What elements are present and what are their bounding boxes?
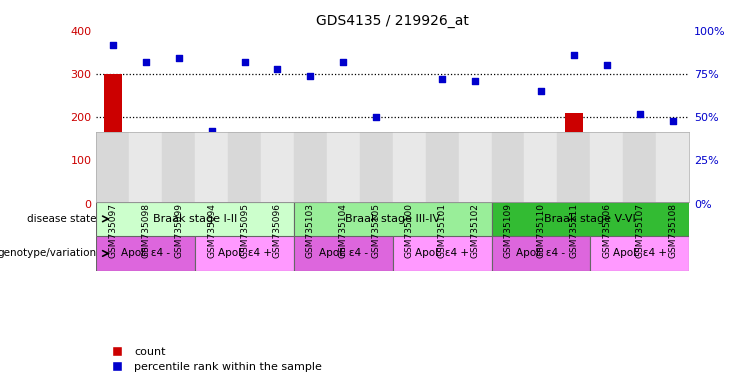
Bar: [565, 113, 583, 204]
Text: disease state: disease state: [27, 214, 96, 224]
Bar: [657, 132, 689, 202]
Bar: [129, 132, 162, 202]
Point: [634, 111, 645, 117]
Legend: count, percentile rank within the sample: count, percentile rank within the sample: [102, 342, 327, 377]
Bar: [491, 236, 591, 271]
Bar: [195, 132, 228, 202]
Bar: [491, 202, 689, 236]
Point: [601, 62, 613, 68]
Text: genotype/variation: genotype/variation: [0, 248, 96, 258]
Bar: [302, 158, 319, 204]
Bar: [499, 195, 517, 204]
Bar: [268, 148, 287, 204]
Point: [469, 78, 481, 84]
Text: ApoE ε4 +: ApoE ε4 +: [415, 248, 469, 258]
Bar: [393, 132, 425, 202]
Bar: [459, 132, 491, 202]
Bar: [104, 74, 122, 204]
Point: [271, 66, 283, 72]
Point: [140, 59, 152, 65]
Text: ApoE ε4 -: ApoE ε4 -: [122, 248, 170, 258]
Bar: [557, 132, 591, 202]
Bar: [202, 189, 221, 204]
Bar: [195, 236, 294, 271]
Bar: [170, 134, 187, 204]
Text: Braak stage III-IV: Braak stage III-IV: [345, 214, 440, 224]
Bar: [368, 177, 385, 204]
Bar: [228, 132, 261, 202]
Text: ApoE ε4 -: ApoE ε4 -: [516, 248, 565, 258]
Bar: [591, 236, 689, 271]
Point: [535, 88, 547, 94]
Point: [337, 59, 349, 65]
Text: ApoE ε4 -: ApoE ε4 -: [319, 248, 368, 258]
Bar: [400, 197, 418, 204]
Bar: [393, 236, 491, 271]
Point: [107, 41, 119, 48]
Text: Braak stage I-II: Braak stage I-II: [153, 214, 237, 224]
Bar: [433, 149, 451, 204]
Bar: [261, 132, 294, 202]
Bar: [466, 161, 484, 204]
Point: [305, 73, 316, 79]
Bar: [136, 134, 155, 204]
Bar: [491, 132, 525, 202]
Bar: [425, 132, 459, 202]
Text: Braak stage V-VI: Braak stage V-VI: [545, 214, 637, 224]
Point: [403, 143, 415, 149]
Bar: [360, 132, 393, 202]
Bar: [623, 132, 657, 202]
Bar: [631, 177, 649, 204]
Point: [206, 128, 218, 134]
Bar: [327, 132, 360, 202]
Bar: [294, 202, 491, 236]
Bar: [334, 137, 353, 204]
Point: [370, 114, 382, 120]
Title: GDS4135 / 219926_at: GDS4135 / 219926_at: [316, 14, 469, 28]
Bar: [96, 236, 195, 271]
Bar: [294, 236, 393, 271]
Text: ApoE ε4 +: ApoE ε4 +: [613, 248, 667, 258]
Bar: [96, 202, 294, 236]
Bar: [664, 175, 682, 204]
Bar: [96, 132, 129, 202]
Bar: [294, 132, 327, 202]
Bar: [236, 139, 253, 204]
Point: [173, 55, 185, 61]
Bar: [532, 157, 550, 204]
Bar: [162, 132, 195, 202]
Point: [239, 59, 250, 65]
Bar: [598, 151, 616, 204]
Bar: [591, 132, 623, 202]
Point: [568, 52, 579, 58]
Point: [502, 152, 514, 158]
Bar: [525, 132, 557, 202]
Point: [667, 118, 679, 124]
Text: ApoE ε4 +: ApoE ε4 +: [218, 248, 271, 258]
Point: [436, 76, 448, 82]
